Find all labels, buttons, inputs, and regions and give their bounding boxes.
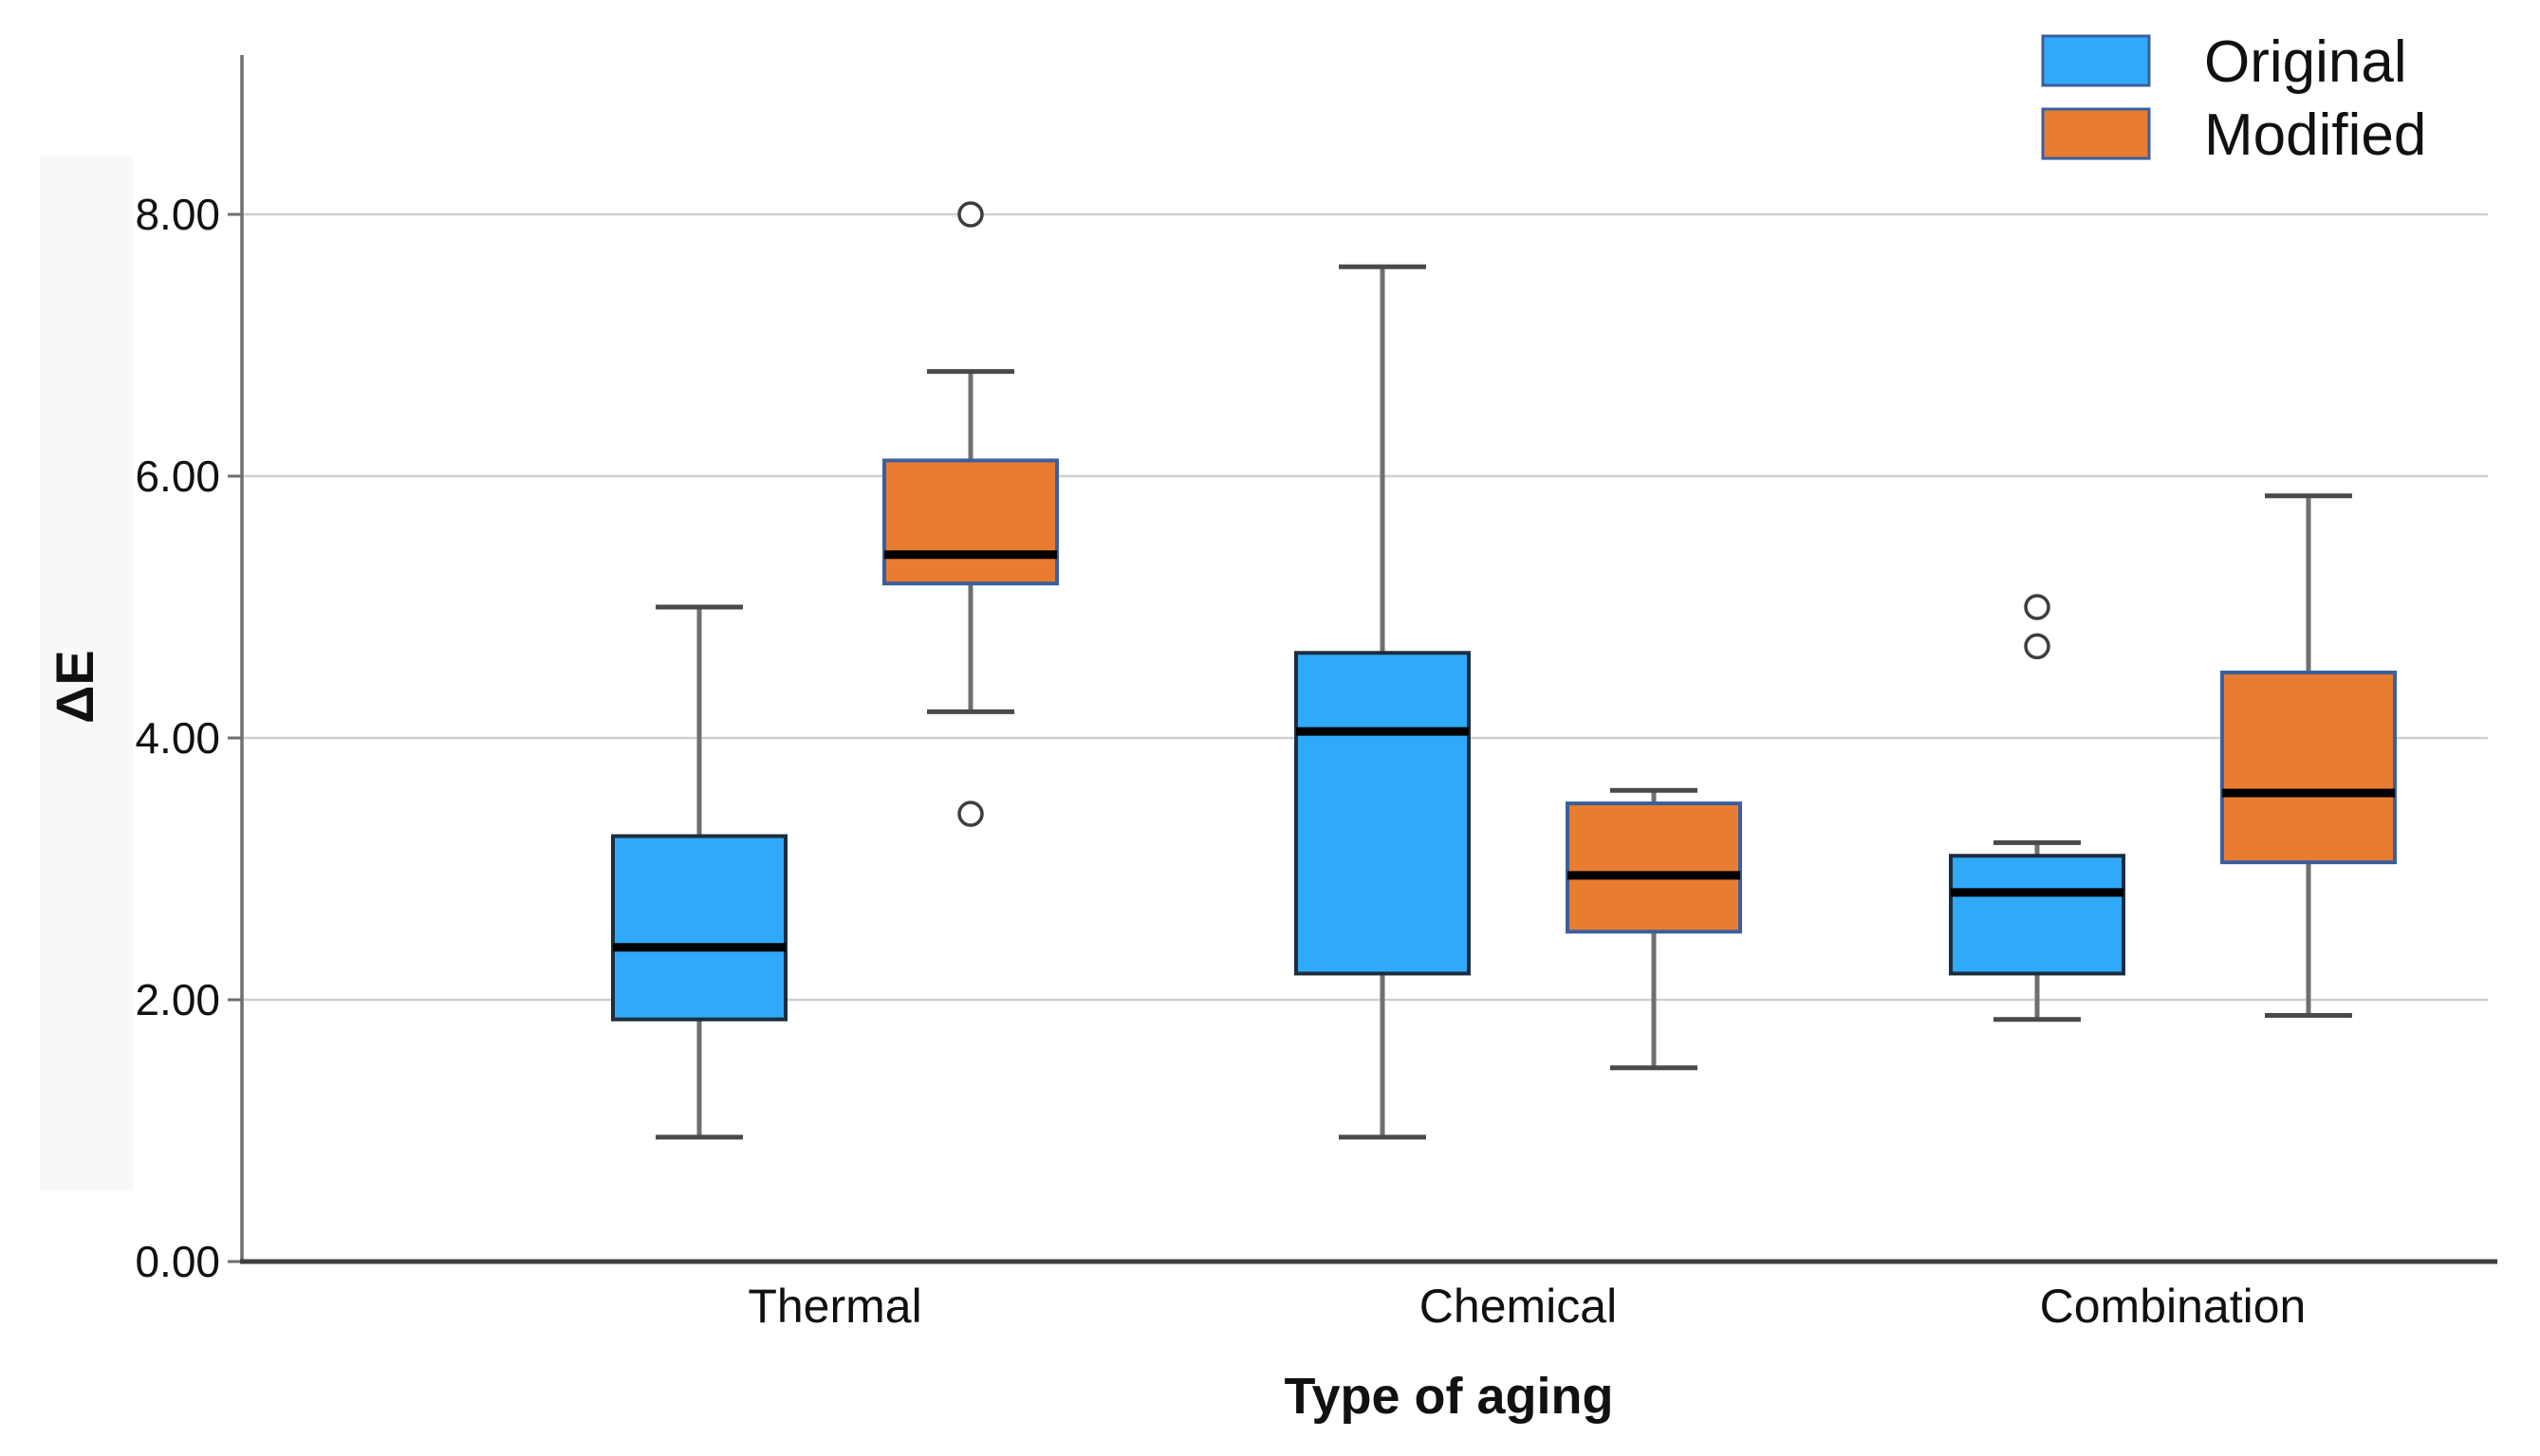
legend-swatch-original [2041,34,2151,87]
legend-label-original: Original [2204,29,2407,95]
box-chemical-modified [1566,802,1742,934]
box-thermal-modified [882,458,1059,586]
box-thermal-original [611,834,788,1022]
outlier-combination-original-0 [2024,594,2050,620]
legend-label-modified: Modified [2204,102,2426,168]
y-tick-label-4: 4.00 [135,713,220,763]
y-tick-label-2: 2.00 [135,975,220,1024]
y-tick-label-0: 0.00 [135,1237,220,1286]
box-chemical-original [1294,651,1471,976]
y-axis-title: ΔE [45,650,104,724]
category-label-thermal: Thermal [748,1280,921,1333]
legend-swatch-modified [2041,107,2151,160]
x-axis-title: Type of aging [1285,1368,1614,1425]
y-tick-label-6: 6.00 [135,452,220,501]
category-label-combination: Combination [2040,1280,2307,1333]
outlier-thermal-modified-1 [957,801,984,827]
category-label-chemical: Chemical [1419,1280,1617,1333]
box-combination-original [1949,854,2125,976]
outlier-combination-original-1 [2024,633,2050,660]
background-artifact [40,157,133,1190]
outlier-thermal-modified-0 [957,201,984,228]
box-combination-modified [2220,671,2397,865]
y-tick-label-8: 8.00 [135,190,220,239]
